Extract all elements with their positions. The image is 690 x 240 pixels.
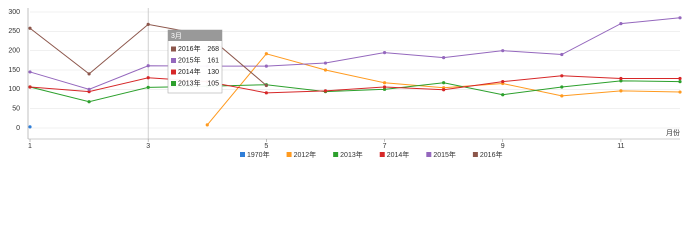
y-tick-label: 0 bbox=[16, 125, 20, 132]
point bbox=[619, 76, 623, 81]
x-tick-label: 9 bbox=[501, 143, 505, 150]
point bbox=[146, 85, 150, 89]
point bbox=[264, 64, 268, 68]
legend-label: 2015年 bbox=[433, 150, 456, 159]
point bbox=[146, 76, 150, 80]
point bbox=[382, 87, 387, 91]
chart: 0 50 100 150 200 250 300 1 3 5 7 9 11 月份 1970年 2012年 201… bbox=[8, 8, 682, 159]
tooltip-value: 130 bbox=[207, 69, 219, 76]
y-tick-label: 150 bbox=[8, 67, 20, 74]
point bbox=[501, 93, 505, 97]
point bbox=[146, 64, 150, 68]
tooltip-swatch bbox=[171, 58, 176, 63]
legend-label: 2014年 bbox=[387, 150, 410, 159]
y-tick-label: 250 bbox=[8, 28, 20, 35]
point bbox=[264, 83, 268, 88]
point bbox=[28, 125, 32, 129]
tooltip-header bbox=[168, 30, 222, 41]
point bbox=[619, 89, 623, 93]
tooltip-name: 2016年 bbox=[178, 44, 201, 53]
point bbox=[28, 85, 32, 89]
point bbox=[323, 89, 328, 93]
point bbox=[382, 81, 387, 85]
x-tick-label: 11 bbox=[617, 143, 624, 150]
point bbox=[678, 80, 682, 84]
tooltip-name: 2014年 bbox=[178, 67, 201, 76]
point bbox=[87, 87, 91, 91]
legend-item: 2015年 bbox=[426, 150, 456, 159]
tooltip-name: 2015年 bbox=[178, 55, 201, 64]
point bbox=[619, 79, 623, 83]
legend-swatch bbox=[472, 152, 478, 157]
point bbox=[382, 85, 387, 89]
legend-swatch bbox=[240, 152, 245, 157]
x-tick-label: 7 bbox=[383, 143, 387, 150]
legend-label: 2012年 bbox=[294, 150, 317, 159]
legend-swatch bbox=[426, 152, 432, 157]
tooltip-value: 105 bbox=[207, 80, 219, 87]
point bbox=[87, 72, 91, 76]
tooltip-value: 268 bbox=[207, 46, 219, 53]
x-tick-label: 3 bbox=[146, 143, 150, 150]
legend-label: 2016年 bbox=[480, 150, 503, 159]
tooltip-name: 2013年 bbox=[178, 78, 201, 87]
point bbox=[28, 26, 32, 30]
point bbox=[323, 61, 328, 65]
point bbox=[560, 85, 564, 89]
point bbox=[205, 123, 209, 127]
legend-label: 1970年 bbox=[247, 150, 270, 159]
y-tick-label: 50 bbox=[12, 106, 20, 113]
legend-item: 1970年 bbox=[240, 150, 270, 159]
tooltip-swatch bbox=[171, 81, 176, 86]
point bbox=[323, 68, 328, 72]
point bbox=[560, 52, 564, 57]
point bbox=[678, 16, 682, 20]
legend-swatch bbox=[333, 152, 339, 157]
y-tick-label: 200 bbox=[8, 48, 20, 55]
x-tick-label: 5 bbox=[264, 143, 268, 150]
point bbox=[87, 90, 91, 94]
tooltip-swatch bbox=[171, 46, 176, 52]
legend-swatch bbox=[379, 152, 385, 157]
tooltip-swatch bbox=[171, 69, 176, 75]
point bbox=[678, 76, 682, 81]
y-tick-label: 100 bbox=[8, 86, 20, 93]
point bbox=[501, 49, 505, 53]
legend-item: 2016年 bbox=[472, 150, 503, 159]
series-line bbox=[29, 75, 680, 94]
series-line bbox=[29, 80, 681, 103]
x-axis-label: 月份 bbox=[666, 128, 680, 137]
point bbox=[146, 22, 150, 26]
point bbox=[382, 51, 387, 55]
point bbox=[442, 56, 446, 60]
point bbox=[264, 52, 268, 56]
point bbox=[264, 91, 268, 95]
legend-label: 2013年 bbox=[340, 150, 363, 159]
point bbox=[442, 81, 446, 85]
legend-item: 2014年 bbox=[379, 150, 410, 159]
series-line bbox=[29, 17, 681, 90]
x-tick-label: 1 bbox=[28, 143, 32, 150]
point bbox=[442, 88, 446, 92]
y-tick-label: 300 bbox=[8, 9, 20, 16]
point bbox=[560, 74, 564, 78]
point bbox=[28, 70, 32, 74]
legend-item: 2013年 bbox=[333, 150, 363, 159]
tooltip-value: 161 bbox=[207, 57, 219, 64]
tooltip-title: 3月 bbox=[171, 32, 182, 40]
legend-item: 2012年 bbox=[286, 150, 317, 159]
point bbox=[560, 94, 564, 98]
point bbox=[678, 90, 682, 94]
point bbox=[619, 22, 623, 26]
legend-swatch bbox=[286, 152, 292, 157]
point bbox=[501, 80, 505, 84]
point bbox=[87, 100, 91, 104]
